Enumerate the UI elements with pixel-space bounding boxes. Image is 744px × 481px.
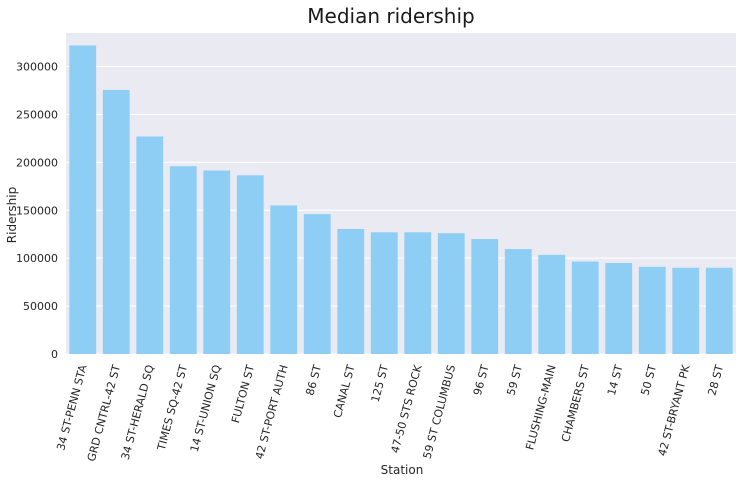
- x-axis-label: Station: [381, 463, 424, 477]
- x-tick-label: 125 ST: [369, 363, 392, 404]
- x-tick-label: 86 ST: [304, 363, 325, 397]
- bar: [236, 175, 264, 354]
- x-tick-label: CANAL ST: [331, 363, 358, 419]
- bar: [571, 261, 599, 354]
- bar: [504, 249, 532, 354]
- bar: [69, 45, 97, 354]
- y-axis-label: Ridership: [5, 187, 19, 243]
- y-tick-label: 200000: [16, 156, 58, 169]
- x-tick-label: TIMES SQ-42 ST: [155, 363, 191, 453]
- bars: [69, 45, 733, 355]
- x-tick-label: 28 ST: [706, 363, 727, 397]
- bar: [136, 136, 164, 354]
- y-tick-label: 0: [51, 348, 58, 361]
- y-tick-label: 300000: [16, 61, 58, 74]
- x-tick-label: 14 ST: [605, 363, 626, 397]
- chart-title: Median ridership: [307, 4, 474, 28]
- bar: [605, 262, 633, 354]
- x-tick-label: FULTON ST: [229, 363, 257, 424]
- bar: [270, 205, 298, 354]
- bar: [303, 214, 331, 354]
- bar: [672, 267, 700, 354]
- x-tick-label: 59 ST: [505, 363, 526, 397]
- y-tick-labels: 0 50000 100000 150000 200000 250000 300000: [16, 61, 58, 361]
- bar: [705, 267, 733, 354]
- x-tick-label: 42 ST-PORT AUTH: [253, 363, 291, 460]
- bar: [102, 90, 130, 355]
- bar: [370, 232, 398, 354]
- x-tick-label: 47-50 STS ROCK: [389, 363, 425, 455]
- x-tick-label: FLUSHING-MAIN: [523, 363, 558, 451]
- x-tick-label: CHAMBERS ST: [559, 363, 592, 443]
- bar: [471, 239, 499, 354]
- x-tick-label: 50 ST: [639, 363, 660, 397]
- bar: [203, 170, 231, 354]
- x-tick-label: 34 ST-HERALD SQ: [119, 363, 157, 461]
- x-tick-label: 59 ST COLUMBUS: [421, 363, 459, 460]
- x-tick-label: GRD CNTRL-42 ST: [85, 363, 123, 463]
- y-tick-label: 50000: [23, 300, 58, 313]
- bar: [538, 254, 566, 354]
- y-tick-label: 250000: [16, 108, 58, 121]
- x-tick-label: 34 ST-PENN STA: [54, 363, 89, 452]
- y-tick-label: 150000: [16, 204, 58, 217]
- y-tick-label: 100000: [16, 252, 58, 265]
- bar: [437, 233, 465, 354]
- x-tick-label: 96 ST: [471, 363, 492, 397]
- bar: [404, 232, 432, 354]
- bar: [337, 228, 365, 354]
- bar: [638, 266, 666, 354]
- x-tick-label: 14 ST-UNION SQ: [188, 363, 224, 453]
- bar: [169, 166, 197, 354]
- x-tick-label: 42 ST-BRYANT PK: [656, 363, 693, 458]
